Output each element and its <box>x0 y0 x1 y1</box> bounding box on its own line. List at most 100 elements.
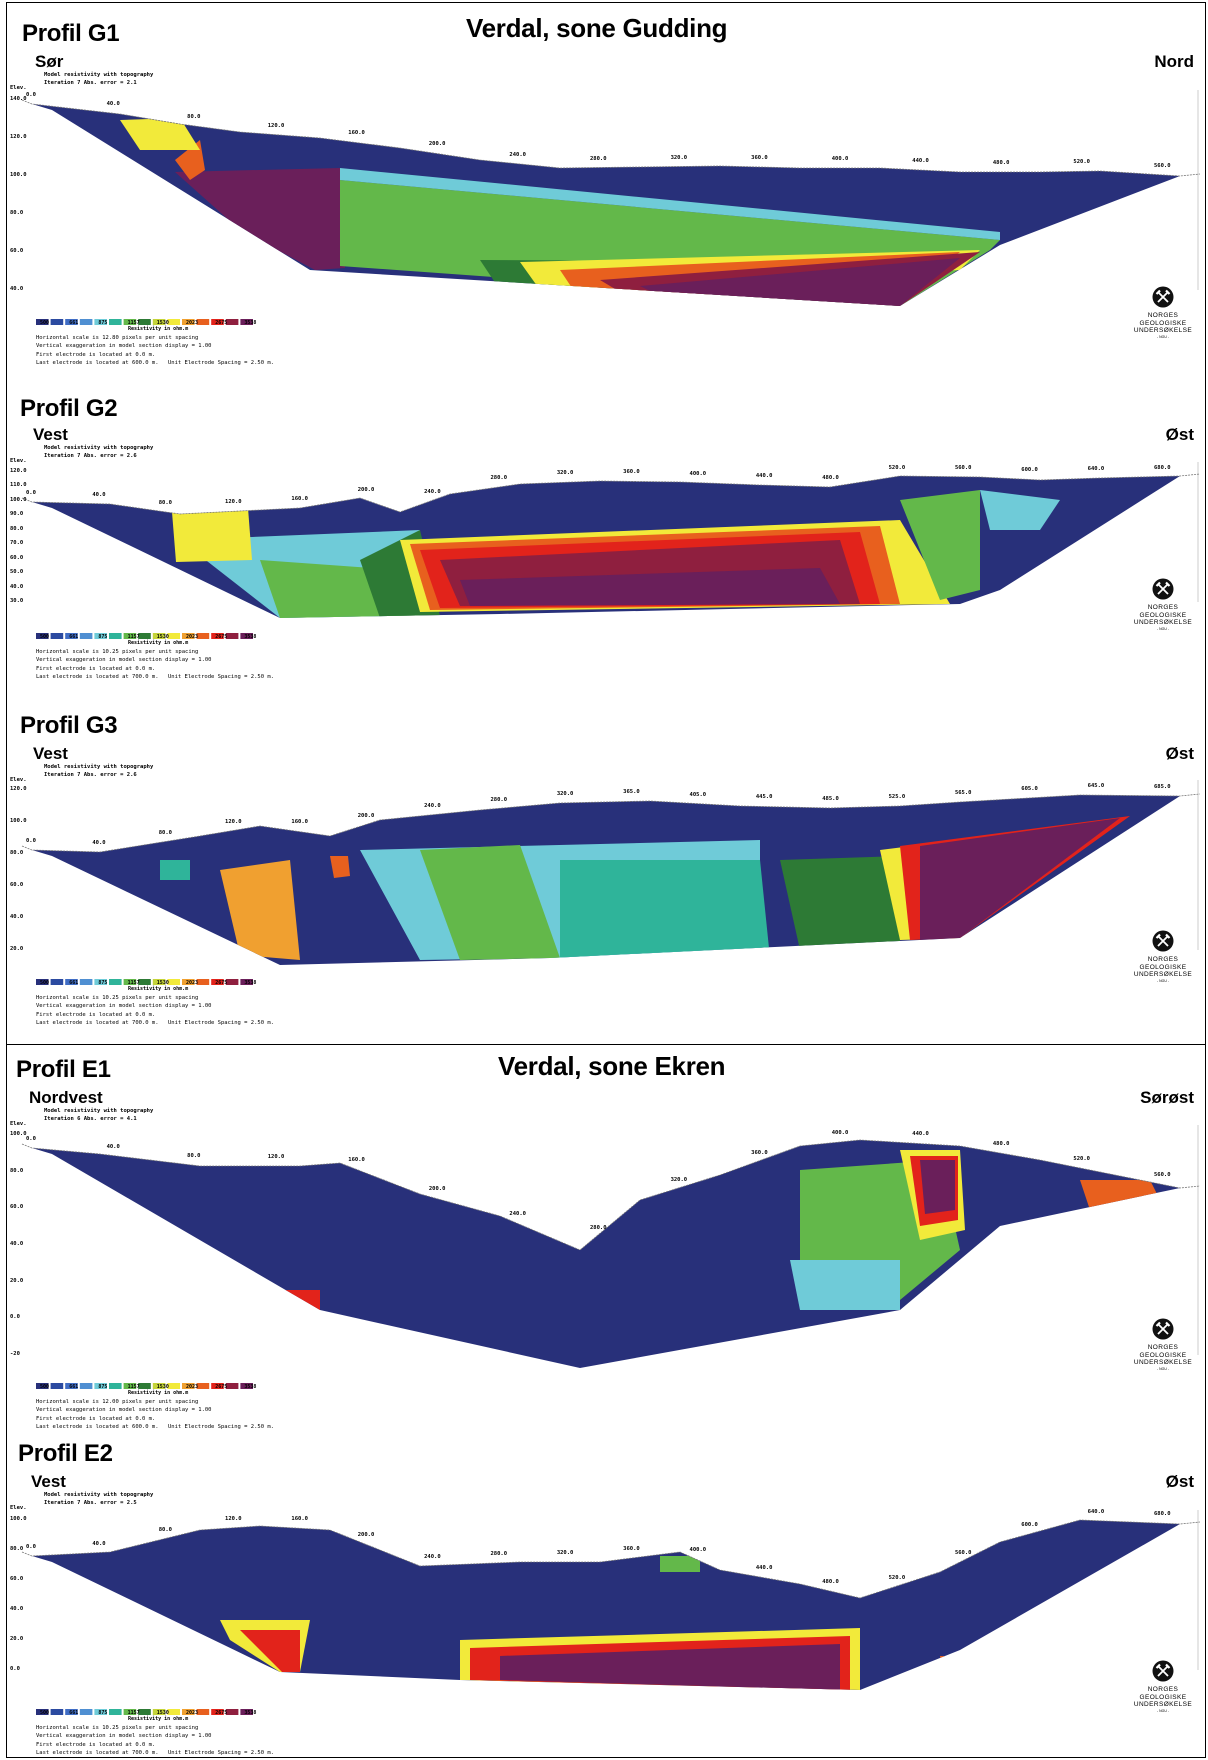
legend-swatch <box>138 319 151 325</box>
legend-swatch <box>79 1383 93 1389</box>
horizontal-scale-note: Horizontal scale is 10.25 pixels per uni… <box>36 1725 199 1731</box>
distance-tick: 200.0 <box>357 813 375 820</box>
distance-tick: 520.0 <box>888 1574 906 1581</box>
legend-swatch <box>138 633 151 639</box>
first-electrode-note: First electrode is located at 0.0 m. <box>36 1011 156 1018</box>
distance-tick: 200.0 <box>357 487 375 494</box>
legend-swatch <box>50 633 64 639</box>
horizontal-scale-note: Horizontal scale is 12.80 pixels per uni… <box>36 335 199 341</box>
last-electrode-note: Last electrode is located at 700.0 m. <box>36 1749 159 1756</box>
legend-swatch <box>50 319 64 325</box>
model-caption: Model resistivity with topography <box>44 1492 154 1498</box>
legend-swatch <box>109 319 122 325</box>
legend-swatch <box>211 1709 224 1715</box>
legend-swatch <box>225 319 239 325</box>
legend-swatch <box>50 1383 64 1389</box>
legend-swatch <box>94 1709 107 1715</box>
logo-sub: - NGU - <box>1156 626 1170 631</box>
legend-value: 3538 <box>244 320 257 326</box>
iteration-caption: Iteration 7 Abs. error = 2.6 <box>44 453 137 459</box>
distance-tick: 280.0 <box>490 475 508 482</box>
distance-tick: 365.0 <box>623 789 640 796</box>
legend-value: 661 <box>69 1710 79 1716</box>
legend-value: 500 <box>40 320 50 326</box>
distance-tick: 480.0 <box>822 474 839 481</box>
ngu-logo: NORGES GEOLOGISKE UNDERSØKELSE - NGU - <box>1128 930 1198 984</box>
legend-swatch <box>152 1383 166 1389</box>
elevation-tick: 120.0 <box>10 786 27 792</box>
legend-unit: Resistivity in ohm.m <box>128 640 189 646</box>
legend-value: 2675 <box>215 1710 228 1716</box>
legend-value: 875 <box>98 1384 108 1390</box>
distance-tick: 320.0 <box>670 1176 688 1183</box>
ngu-hammer-pick-icon <box>1152 578 1174 600</box>
legend-value: 875 <box>98 980 108 986</box>
first-electrode-note: First electrode is located at 0.0 m. <box>36 665 156 672</box>
distance-tick: 400.0 <box>689 1546 707 1553</box>
legend-swatch <box>65 979 78 985</box>
legend-swatch <box>152 1709 166 1715</box>
legend-value: 3538 <box>244 1384 257 1390</box>
legend-value: 2675 <box>215 980 228 986</box>
distance-tick: 680.0 <box>1154 1511 1171 1518</box>
distance-tick: 605.0 <box>1021 786 1038 793</box>
legend-unit: Resistivity in ohm.m <box>128 1390 189 1396</box>
first-electrode-note: First electrode is located at 0.0 m. <box>36 351 156 358</box>
legend-swatch <box>94 319 107 325</box>
distance-tick: 160.0 <box>291 819 308 826</box>
legend-swatch <box>167 979 180 985</box>
legend-swatch <box>79 1709 93 1715</box>
profile-title: Profil E2 <box>18 1440 113 1467</box>
distance-tick: 120.0 <box>225 499 242 506</box>
distance-tick: 240.0 <box>424 489 441 496</box>
logo-line-2: GEOLOGISKE <box>1139 319 1187 327</box>
distance-tick: 320.0 <box>670 154 688 161</box>
elevation-tick: 90.0 <box>10 511 24 518</box>
distance-tick: 440.0 <box>912 157 929 164</box>
elevation-tick: 100.0 <box>10 172 27 178</box>
direction-right: Øst <box>1165 744 1194 763</box>
legend-value: 875 <box>98 1710 108 1716</box>
legend-swatch <box>240 319 253 325</box>
elevation-axis-label: Elev. <box>10 1505 27 1511</box>
elevation-tick: 30.0 <box>10 598 24 604</box>
legend-value: 500 <box>40 634 50 640</box>
elevation-tick: 100.0 <box>10 818 27 824</box>
iteration-caption: Iteration 7 Abs. error = 2.6 <box>44 772 137 778</box>
legend-value: 500 <box>40 1710 50 1716</box>
elevation-tick: 80.0 <box>10 850 24 856</box>
legend-swatch <box>36 1709 49 1715</box>
distance-tick: 320.0 <box>556 470 574 477</box>
distance-tick: 160.0 <box>291 1516 308 1523</box>
legend-swatch <box>36 319 49 325</box>
electrode-spacing-note: Unit Electrode Spacing = 2.50 m. <box>168 673 274 680</box>
distance-tick: 0.0 <box>26 1136 36 1142</box>
direction-right: Sørøst <box>1140 1088 1194 1107</box>
elevation-tick: 40.0 <box>10 286 24 292</box>
distance-tick: 360.0 <box>623 469 640 476</box>
legend-swatch <box>65 319 78 325</box>
logo-line-2: GEOLOGISKE <box>1139 611 1187 619</box>
distance-tick: 600.0 <box>1021 467 1038 474</box>
legend-swatch <box>167 1383 180 1389</box>
electrode-spacing-note: Unit Electrode Spacing = 2.50 m. <box>168 359 274 366</box>
legend-value: 1530 <box>156 1384 169 1390</box>
legend-swatch <box>196 979 210 985</box>
legend-swatch <box>211 633 224 639</box>
model-caption: Model resistivity with topography <box>44 72 154 78</box>
elevation-tick: 80.0 <box>10 1546 24 1552</box>
iteration-caption: Iteration 6 Abs. error = 4.1 <box>44 1116 137 1122</box>
elevation-tick: 40.0 <box>10 1606 24 1612</box>
legend-value: 500 <box>40 980 50 986</box>
direction-left: Nordvest <box>29 1088 103 1107</box>
legend-swatch <box>152 633 166 639</box>
ngu-logo: NORGES GEOLOGISKE UNDERSØKELSE - NGU - <box>1128 578 1198 632</box>
distance-tick: 0.0 <box>26 838 36 844</box>
legend-value: 1530 <box>156 1710 169 1716</box>
logo-sub: - NGU - <box>1156 1708 1170 1713</box>
distance-tick: 160.0 <box>348 130 365 137</box>
logo-line-3: UNDERSØKELSE <box>1133 1359 1193 1366</box>
legend-value: 875 <box>98 320 108 326</box>
vertical-exaggeration-note: Vertical exaggeration in model section d… <box>36 657 212 664</box>
legend-swatch <box>196 319 210 325</box>
